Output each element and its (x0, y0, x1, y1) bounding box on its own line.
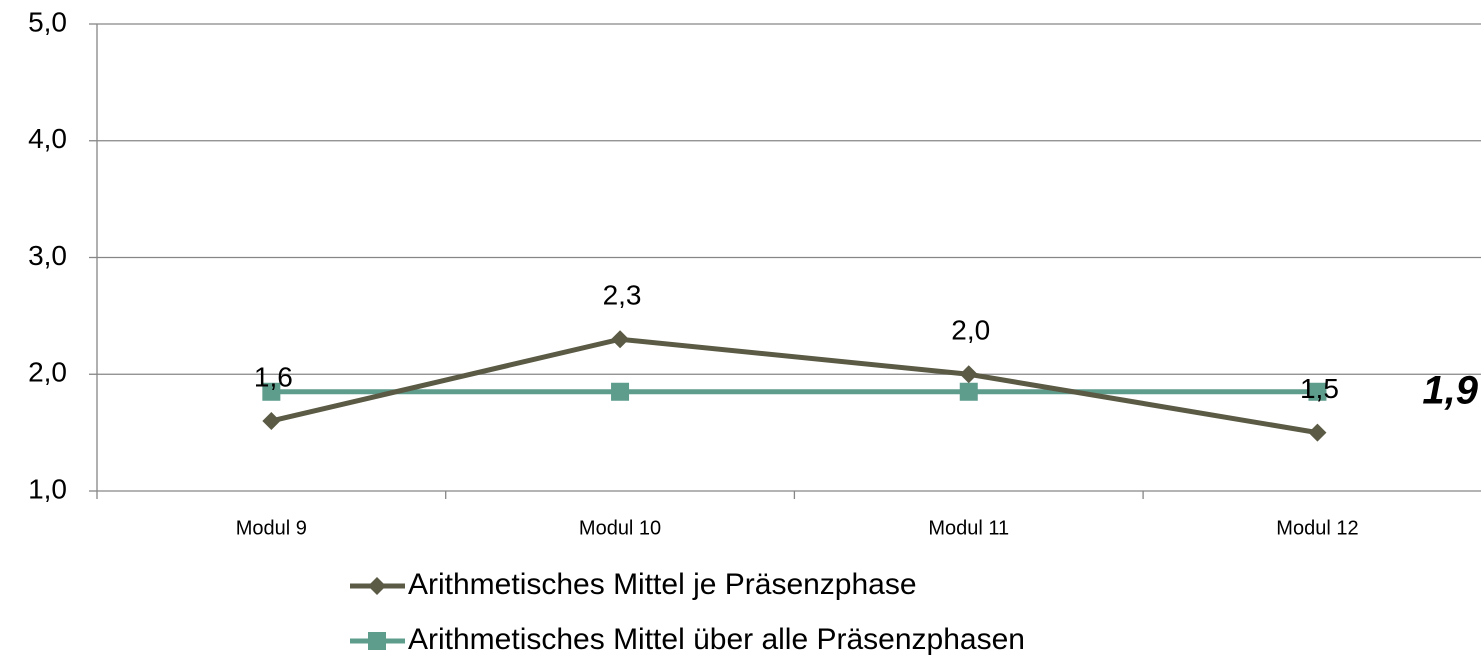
legend-marker (368, 632, 386, 650)
data-label: 1,5 (1300, 373, 1339, 404)
data-label: 1,6 (254, 361, 293, 392)
data-label: 2,3 (603, 280, 642, 311)
y-tick-label: 3,0 (28, 240, 67, 271)
data-point (262, 382, 281, 401)
data-point (1308, 382, 1327, 401)
x-tick-label: Modul 10 (579, 517, 661, 539)
data-point (1308, 423, 1327, 442)
legend-label: Arithmetisches Mittel über alle Präsenzp… (408, 623, 1025, 656)
annotation: 1,9 (1422, 369, 1478, 413)
data-point (611, 382, 630, 401)
x-tick-label: Modul 12 (1276, 517, 1358, 539)
legend-label: Arithmetisches Mittel je Präsenzphase (408, 568, 917, 601)
series-line (270, 336, 1318, 436)
data-point (611, 330, 630, 349)
data-point (262, 411, 281, 430)
y-tick-label: 5,0 (28, 6, 67, 37)
x-tick-label: Modul 11 (928, 517, 1009, 539)
x-tick-label: Modul 9 (236, 517, 307, 539)
y-tick-label: 1,0 (28, 473, 67, 504)
y-tick-label: 2,0 (28, 357, 67, 388)
data-point (959, 365, 978, 384)
legend-marker (368, 577, 386, 595)
data-label: 2,0 (951, 315, 990, 346)
y-tick-label: 4,0 (28, 123, 67, 154)
data-point (959, 382, 978, 401)
